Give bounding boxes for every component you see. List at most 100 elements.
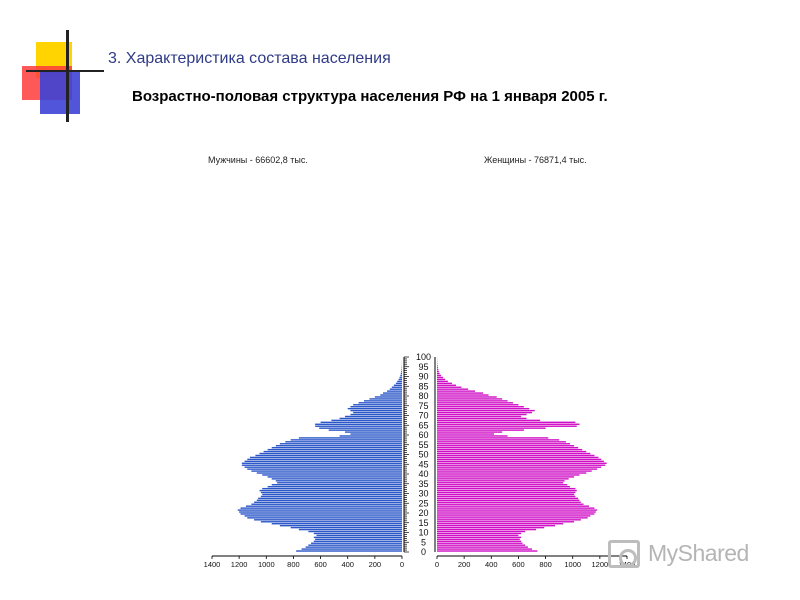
male-bar bbox=[350, 409, 402, 412]
male-bar bbox=[254, 501, 402, 503]
age-tick-label: 70 bbox=[418, 411, 428, 421]
male-bar bbox=[256, 499, 402, 502]
projector-icon bbox=[608, 540, 640, 568]
male-bar bbox=[267, 448, 402, 451]
male-bar bbox=[259, 489, 402, 492]
male-bars-group bbox=[237, 361, 402, 552]
male-bar bbox=[387, 390, 402, 392]
female-bar bbox=[437, 484, 568, 486]
male-bar bbox=[311, 542, 402, 544]
female-bar bbox=[437, 407, 530, 410]
age-tick-label: 100 bbox=[416, 352, 431, 362]
female-bar bbox=[437, 372, 440, 375]
female-bar bbox=[437, 409, 535, 412]
male-bar bbox=[247, 458, 402, 461]
female-bar bbox=[437, 487, 576, 490]
male-bar bbox=[285, 441, 402, 443]
age-axis: 0510152025303540455055606570758085909510… bbox=[403, 352, 436, 557]
male-x-tick-label: 1200 bbox=[231, 560, 248, 569]
female-bar bbox=[437, 427, 546, 429]
age-tick-label: 0 bbox=[421, 547, 426, 557]
female-bar bbox=[437, 540, 522, 542]
male-bar bbox=[315, 425, 402, 427]
male-bar bbox=[320, 421, 402, 424]
male-bar bbox=[308, 530, 402, 533]
female-bar bbox=[437, 511, 596, 513]
male-bar bbox=[353, 411, 402, 414]
female-bar bbox=[437, 384, 456, 386]
female-bar bbox=[437, 376, 444, 379]
male-bar bbox=[383, 392, 402, 394]
female-bar bbox=[437, 521, 575, 523]
age-tick-label: 45 bbox=[418, 459, 428, 469]
male-bar bbox=[393, 384, 402, 386]
female-bar bbox=[437, 370, 439, 373]
female-bar bbox=[437, 400, 508, 402]
age-tick-label: 55 bbox=[418, 440, 428, 450]
male-bar bbox=[239, 511, 402, 513]
watermark-text: MyShared bbox=[648, 540, 749, 566]
female-bar bbox=[437, 528, 537, 531]
female-bar bbox=[437, 485, 570, 488]
male-bar bbox=[271, 484, 402, 486]
female-bar bbox=[437, 374, 442, 377]
female-bar bbox=[437, 411, 532, 414]
female-bar bbox=[437, 468, 598, 470]
x-axis: 1400 1200 1000 800 600 400 200 0 0 200 400 600 800 10… bbox=[204, 555, 635, 569]
male-x-tick-label: 200 bbox=[369, 560, 382, 569]
female-series-label: Женщины - 76871,4 тыс. bbox=[484, 155, 587, 165]
female-bar bbox=[437, 517, 588, 519]
male-x-tick-label: 600 bbox=[314, 560, 327, 569]
male-bar bbox=[391, 386, 402, 388]
female-bar bbox=[437, 464, 606, 466]
female-bar bbox=[437, 386, 462, 388]
female-x-tick-label: 0 bbox=[435, 560, 439, 569]
male-bar bbox=[339, 435, 402, 437]
female-bar bbox=[437, 507, 595, 509]
female-bar bbox=[437, 456, 599, 459]
female-bars-group bbox=[437, 357, 607, 552]
female-x-tick-label: 600 bbox=[512, 560, 525, 569]
female-bar bbox=[437, 480, 565, 482]
deco-square-blue bbox=[40, 70, 80, 114]
female-bar bbox=[437, 415, 522, 418]
female-bar bbox=[437, 499, 580, 502]
deco-line-vertical bbox=[66, 30, 69, 122]
male-bar bbox=[319, 427, 402, 429]
female-x-tick-label: 800 bbox=[539, 560, 552, 569]
female-bar bbox=[437, 445, 575, 447]
female-bar bbox=[437, 443, 570, 445]
age-tick-label: 10 bbox=[418, 528, 428, 538]
female-x-tick-label: 200 bbox=[458, 560, 471, 569]
male-bar bbox=[398, 378, 402, 381]
male-x-tick-label: 400 bbox=[341, 560, 354, 569]
female-bar bbox=[437, 501, 581, 503]
male-bar bbox=[345, 415, 402, 418]
male-bar bbox=[275, 445, 402, 447]
female-bar bbox=[437, 493, 575, 496]
male-bar bbox=[315, 423, 402, 425]
female-bar bbox=[437, 433, 494, 435]
age-tick-label: 5 bbox=[421, 537, 426, 547]
age-tick-label: 65 bbox=[418, 420, 428, 430]
section-title: 3. Характеристика состава населения bbox=[108, 50, 391, 67]
female-bar bbox=[437, 365, 438, 367]
female-bar bbox=[437, 394, 489, 396]
male-bar bbox=[290, 439, 402, 441]
male-bar bbox=[244, 466, 402, 468]
female-x-tick-label: 1000 bbox=[564, 560, 581, 569]
male-bar bbox=[296, 550, 402, 552]
female-bar bbox=[437, 441, 566, 443]
male-x-tick-label: 0 bbox=[400, 560, 404, 569]
male-bar bbox=[247, 468, 402, 470]
male-bar bbox=[331, 419, 402, 422]
female-bar bbox=[437, 452, 591, 455]
male-bar bbox=[316, 534, 402, 537]
male-bar bbox=[350, 406, 402, 408]
female-bar bbox=[437, 550, 538, 552]
female-bar bbox=[437, 513, 595, 515]
female-bar bbox=[437, 404, 519, 406]
female-bar bbox=[437, 526, 545, 529]
age-tick-label: 25 bbox=[418, 498, 428, 508]
male-bar bbox=[350, 413, 402, 416]
